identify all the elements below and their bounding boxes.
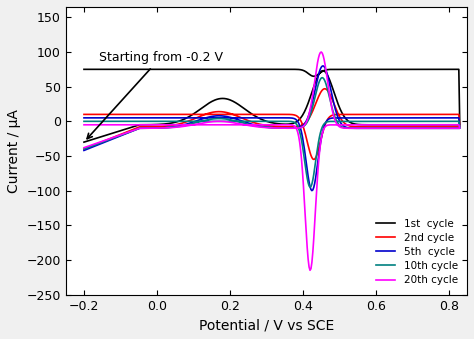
- 10th cycle: [261, 119, 267, 123]
- 1st  cycle: [262, 67, 268, 72]
- 5th  cycle: [261, 116, 267, 120]
- 20th cycle: [319, 50, 324, 54]
- 5th  cycle: [309, 188, 315, 193]
- 20th cycle: [184, 123, 190, 127]
- 1st  cycle: [353, 67, 359, 72]
- 5th  cycle: [128, 130, 133, 134]
- 10th cycle: [81, 147, 87, 151]
- 5th  cycle: [81, 116, 87, 120]
- 10th cycle: [396, 119, 401, 123]
- 20th cycle: [376, 123, 382, 127]
- 2nd cycle: [81, 147, 87, 151]
- 5th  cycle: [320, 64, 326, 68]
- 2nd cycle: [376, 112, 382, 116]
- 5th  cycle: [81, 148, 87, 153]
- 5th  cycle: [184, 116, 190, 120]
- 2nd cycle: [353, 112, 359, 116]
- Line: 5th  cycle: 5th cycle: [84, 66, 460, 191]
- 20th cycle: [396, 123, 401, 127]
- 20th cycle: [81, 146, 87, 150]
- 10th cycle: [353, 119, 359, 123]
- 5th  cycle: [396, 116, 401, 120]
- Y-axis label: Current / μA: Current / μA: [7, 109, 21, 193]
- Line: 10th cycle: 10th cycle: [84, 78, 460, 187]
- 5th  cycle: [353, 116, 359, 120]
- Line: 2nd cycle: 2nd cycle: [84, 89, 460, 159]
- 1st  cycle: [456, 67, 462, 72]
- 1st  cycle: [81, 67, 87, 72]
- 10th cycle: [376, 119, 382, 123]
- 20th cycle: [261, 123, 267, 127]
- 10th cycle: [128, 130, 133, 134]
- 20th cycle: [353, 123, 359, 127]
- 2nd cycle: [184, 112, 190, 116]
- 20th cycle: [128, 129, 133, 134]
- Legend: 1st  cycle, 2nd cycle, 5th  cycle, 10th cycle, 20th cycle: 1st cycle, 2nd cycle, 5th cycle, 10th cy…: [372, 215, 462, 290]
- 10th cycle: [184, 119, 190, 123]
- 2nd cycle: [128, 128, 133, 133]
- 1st  cycle: [128, 126, 133, 130]
- X-axis label: Potential / V vs SCE: Potential / V vs SCE: [199, 318, 334, 332]
- 1st  cycle: [376, 67, 382, 72]
- Line: 20th cycle: 20th cycle: [84, 52, 460, 270]
- 1st  cycle: [396, 67, 401, 72]
- 2nd cycle: [261, 112, 267, 116]
- 2nd cycle: [322, 87, 328, 91]
- 10th cycle: [319, 76, 325, 80]
- Text: Starting from -0.2 V: Starting from -0.2 V: [87, 51, 223, 139]
- 2nd cycle: [396, 112, 401, 116]
- 20th cycle: [307, 268, 313, 272]
- 10th cycle: [307, 185, 313, 189]
- 10th cycle: [81, 119, 87, 123]
- 5th  cycle: [376, 116, 382, 120]
- 1st  cycle: [185, 67, 191, 72]
- 1st  cycle: [81, 140, 87, 144]
- 2nd cycle: [81, 112, 87, 116]
- 20th cycle: [81, 123, 87, 127]
- Line: 1st  cycle: 1st cycle: [84, 69, 460, 142]
- 2nd cycle: [311, 157, 317, 161]
